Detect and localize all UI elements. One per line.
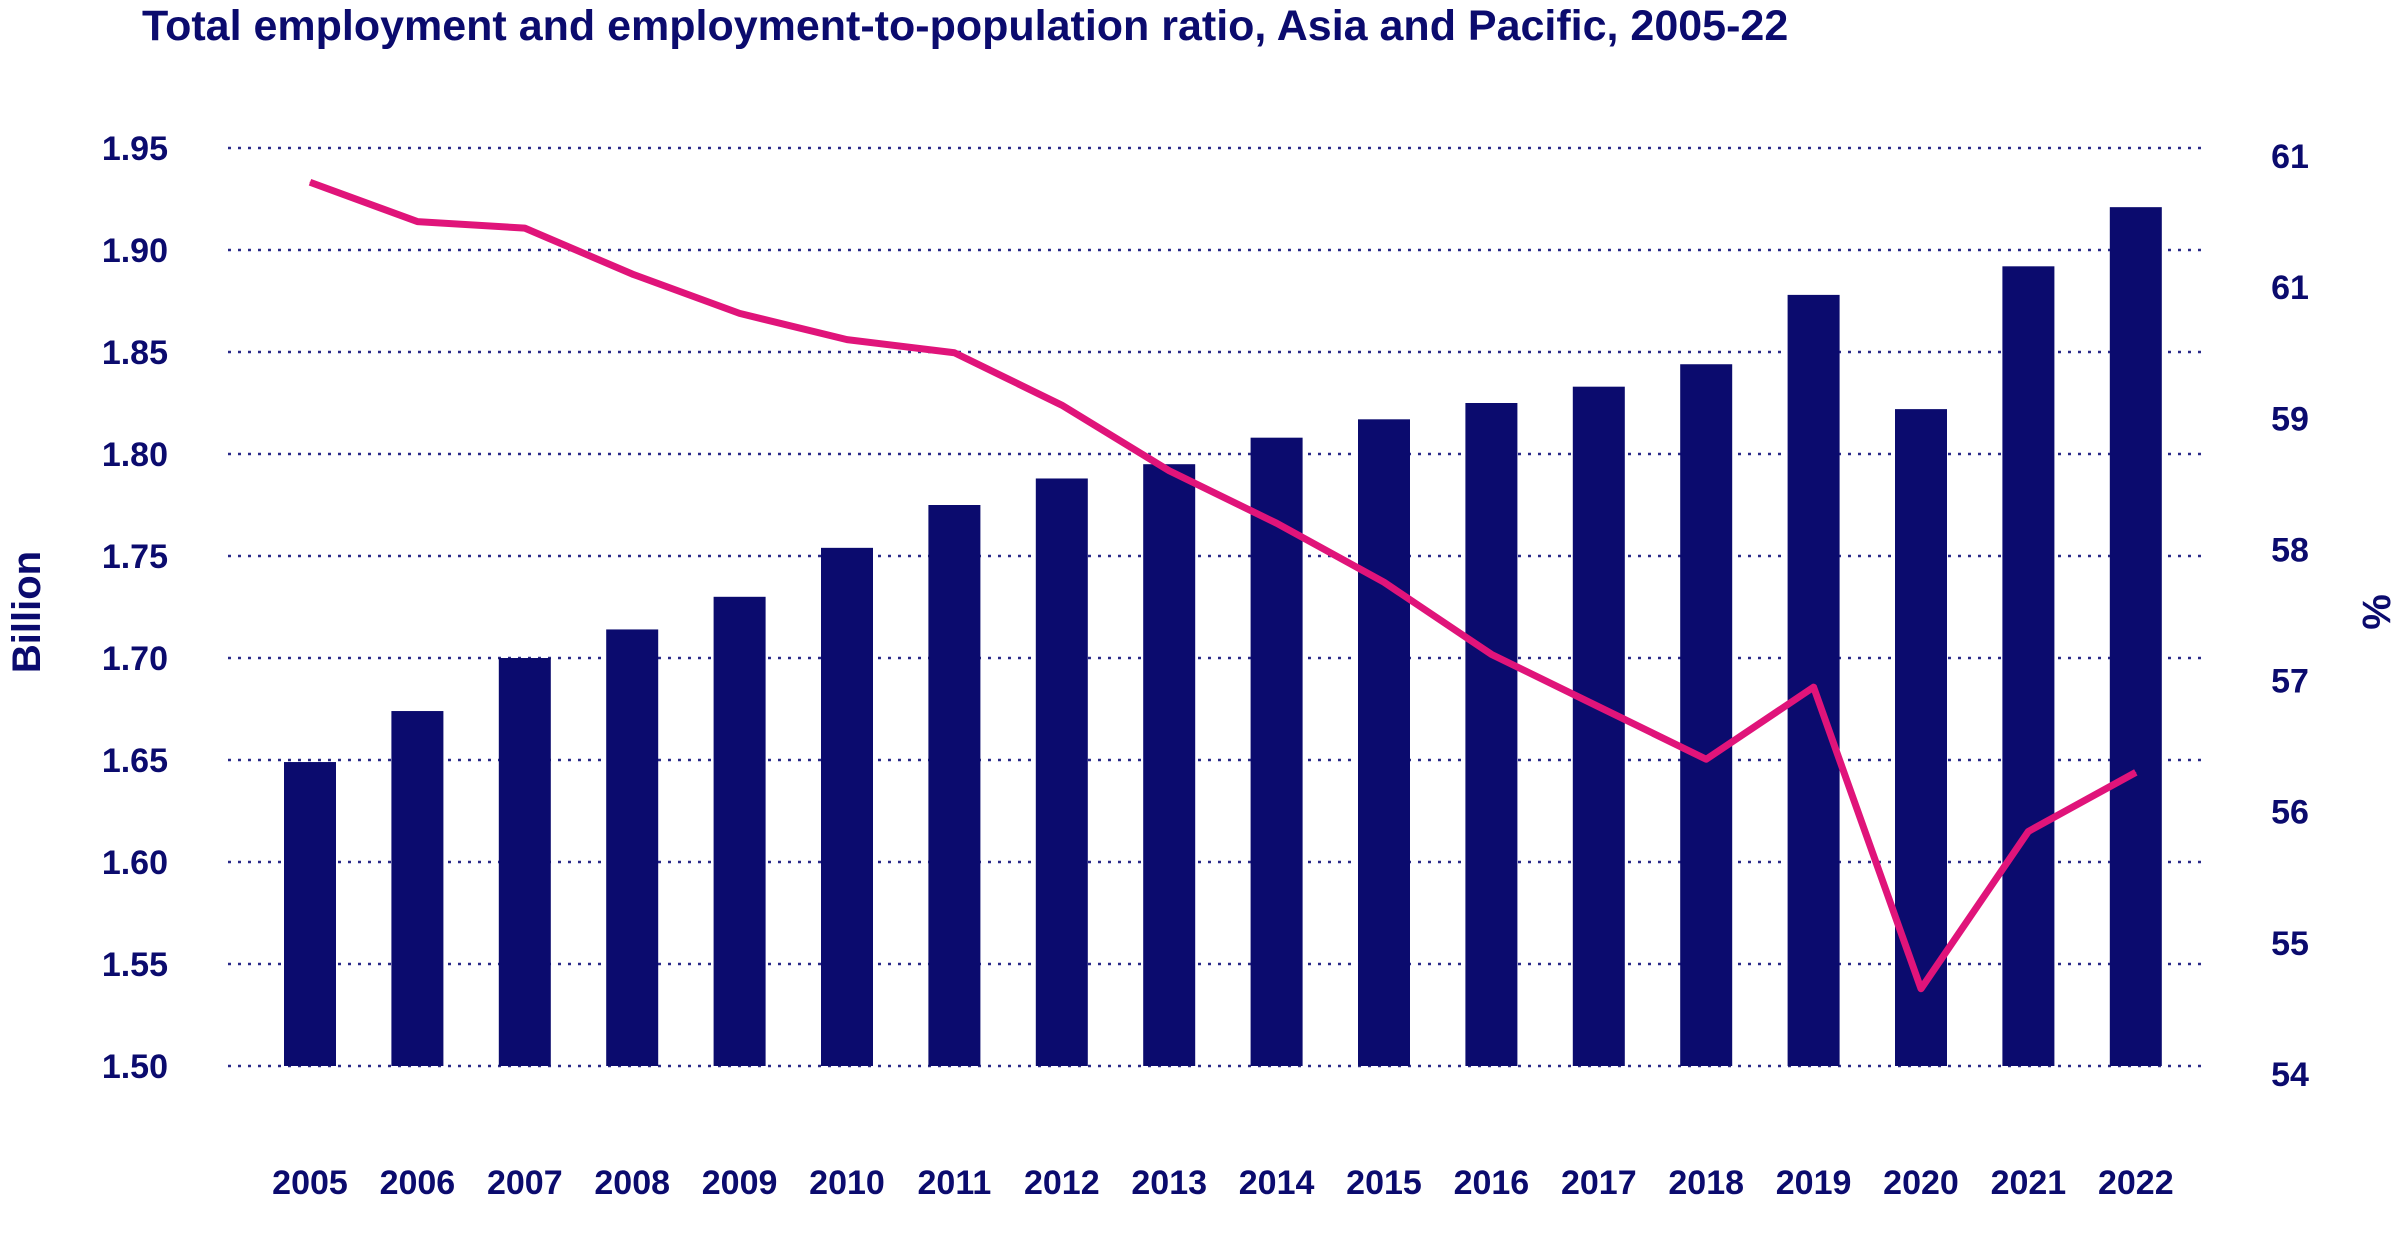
x-tick-label: 2015	[1346, 1164, 1422, 1202]
left-axis-title: Billion	[5, 551, 49, 673]
bar	[284, 762, 336, 1066]
x-tick-label: 2008	[594, 1164, 670, 1202]
x-tick-label: 2009	[702, 1164, 778, 1202]
line-point	[846, 339, 848, 341]
bar	[1250, 437, 1303, 1066]
right-axis-ticks: 54 55 56 57 58 59 61 61	[2271, 138, 2309, 1094]
line-point	[2135, 771, 2137, 773]
bar	[1465, 403, 1518, 1066]
line-point	[1276, 522, 1278, 524]
bar	[1680, 364, 1733, 1066]
x-tick-label: 2017	[1561, 1164, 1637, 1202]
x-axis-ticks: 2005 2006 2007 2008 2009 2010 2011 2012 2013 2014…	[272, 1164, 2173, 1202]
line-series	[308, 178, 2138, 993]
left-tick-label: 1.55	[102, 946, 168, 984]
x-tick-label: 2014	[1239, 1164, 1315, 1202]
left-tick-label: 1.60	[102, 844, 168, 882]
bar	[498, 658, 551, 1066]
x-tick-label: 2005	[272, 1164, 348, 1202]
line-point	[2027, 830, 2029, 832]
bar-series	[284, 207, 2162, 1067]
bar	[821, 547, 873, 1066]
line-point	[953, 352, 955, 354]
x-tick-label: 2018	[1668, 1164, 1744, 1202]
right-tick-label: 55	[2271, 925, 2309, 963]
right-tick-label: 61	[2271, 269, 2309, 307]
bar	[1895, 409, 1947, 1066]
right-tick-label: 61	[2271, 138, 2309, 176]
right-tick-label: 56	[2271, 794, 2309, 832]
x-tick-label: 2007	[487, 1164, 563, 1202]
left-tick-label: 1.90	[102, 232, 168, 270]
bar	[1572, 386, 1625, 1066]
line-point	[1383, 581, 1385, 583]
line-point	[1598, 706, 1600, 708]
bar	[1143, 464, 1196, 1066]
bar	[1787, 294, 1840, 1066]
left-axis-ticks: 1.50 1.55 1.60 1.65 1.70 1.75 1.80 1.85 1.90 1.95	[102, 130, 168, 1086]
right-tick-label: 58	[2271, 531, 2309, 569]
left-tick-label: 1.85	[102, 334, 168, 372]
line-point	[1813, 686, 1815, 688]
bar	[606, 629, 659, 1066]
bar	[1035, 478, 1088, 1067]
line-point	[1705, 758, 1707, 760]
left-tick-label: 1.95	[102, 130, 168, 168]
x-tick-label: 2012	[1024, 1164, 1100, 1202]
bar	[713, 596, 766, 1066]
x-tick-label: 2016	[1454, 1164, 1530, 1202]
left-tick-label: 1.70	[102, 640, 168, 678]
bar	[1358, 419, 1410, 1066]
x-tick-label: 2006	[380, 1164, 456, 1202]
bar	[2109, 207, 2162, 1066]
line-point	[1168, 470, 1170, 472]
right-tick-label: 57	[2271, 663, 2309, 701]
chart-title: Total employment and employment-to-popul…	[142, 2, 1789, 50]
line-point	[1490, 653, 1492, 655]
bar	[2002, 266, 2055, 1066]
right-tick-label: 59	[2271, 400, 2309, 438]
x-tick-label: 2010	[809, 1164, 885, 1202]
right-tick-label: 54	[2271, 1056, 2309, 1094]
left-tick-label: 1.75	[102, 538, 168, 576]
bar	[928, 505, 981, 1066]
line-point	[631, 273, 633, 275]
left-tick-label: 1.50	[102, 1048, 168, 1086]
x-tick-label: 2020	[1883, 1164, 1959, 1202]
line-point	[416, 221, 418, 223]
line-point	[309, 181, 311, 183]
line-point	[739, 312, 741, 314]
x-tick-label: 2022	[2098, 1164, 2174, 1202]
left-tick-label: 1.65	[102, 742, 168, 780]
line-point	[524, 227, 526, 229]
line-point	[1920, 988, 1922, 990]
line-path	[308, 178, 2138, 993]
line-point	[1061, 404, 1063, 406]
x-tick-label: 2013	[1131, 1164, 1207, 1202]
right-axis-title: %	[2354, 594, 2398, 630]
x-tick-label: 2019	[1776, 1164, 1852, 1202]
x-tick-label: 2021	[1991, 1164, 2067, 1202]
bar	[391, 711, 444, 1066]
left-tick-label: 1.80	[102, 436, 168, 474]
x-tick-label: 2011	[918, 1164, 992, 1202]
